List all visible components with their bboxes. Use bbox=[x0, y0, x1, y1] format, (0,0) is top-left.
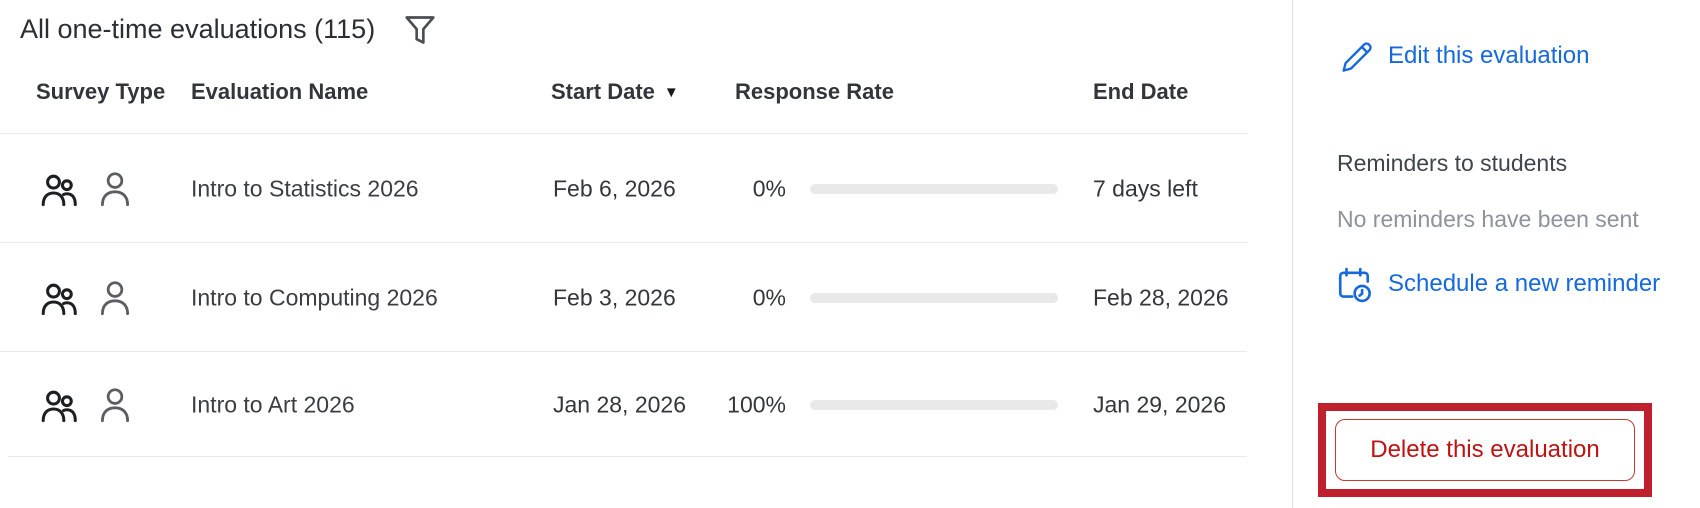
column-header-evaluation-name: Evaluation Name bbox=[191, 79, 369, 104]
column-header-response-rate: Response Rate bbox=[735, 79, 894, 104]
table-row[interactable]: Intro to Statistics 2026 Feb 6, 2026 0% … bbox=[0, 133, 1247, 243]
reminders-heading: Reminders to students bbox=[1337, 150, 1568, 176]
column-header-start-date[interactable]: Start Date ▼ bbox=[551, 79, 679, 104]
calendar-clock-icon bbox=[1334, 264, 1374, 304]
response-rate-label: 0% bbox=[752, 175, 786, 201]
panel-divider bbox=[1292, 0, 1293, 508]
delete-evaluation-button[interactable]: Delete this evaluation bbox=[1335, 419, 1635, 481]
person-icon bbox=[94, 168, 136, 210]
delete-annotation-highlight-box bbox=[1318, 403, 1652, 497]
schedule-reminder-link[interactable]: Schedule a new reminder bbox=[1334, 264, 1660, 304]
schedule-reminder-label: Schedule a new reminder bbox=[1388, 270, 1661, 297]
people-group-icon bbox=[36, 168, 84, 210]
start-date-cell: Feb 6, 2026 bbox=[553, 175, 676, 201]
people-group-icon bbox=[36, 384, 84, 426]
response-rate-progress-bar bbox=[810, 399, 1058, 410]
evaluation-name-cell: Intro to Computing 2026 bbox=[191, 284, 438, 310]
edit-evaluation-link[interactable]: Edit this evaluation bbox=[1338, 38, 1589, 74]
table-row[interactable]: Intro to Art 2026 Jan 28, 2026 100% Jan … bbox=[0, 351, 1247, 457]
start-date-cell: Jan 28, 2026 bbox=[553, 391, 687, 417]
end-date-cell: Feb 28, 2026 bbox=[1093, 284, 1229, 310]
pencil-icon bbox=[1338, 38, 1374, 74]
response-rate-label: 100% bbox=[727, 391, 786, 417]
evaluation-name-cell: Intro to Art 2026 bbox=[191, 391, 355, 417]
column-header-end-date: End Date bbox=[1093, 79, 1189, 104]
end-date-cell: 7 days left bbox=[1093, 175, 1198, 201]
survey-type-cell bbox=[36, 277, 136, 319]
end-date-cell: Jan 29, 2026 bbox=[1093, 391, 1227, 417]
response-rate-progress-bar bbox=[810, 183, 1058, 194]
people-group-icon bbox=[36, 277, 84, 319]
start-date-cell: Feb 3, 2026 bbox=[553, 284, 676, 310]
survey-type-cell bbox=[36, 168, 136, 210]
column-header-survey-type: Survey Type bbox=[36, 79, 166, 104]
table-title: All one-time evaluations (115) bbox=[20, 14, 376, 44]
reminders-status-text: No reminders have been sent bbox=[1337, 206, 1639, 232]
response-rate-label: 0% bbox=[752, 284, 786, 310]
survey-type-cell bbox=[36, 384, 136, 426]
response-rate-progress-bar bbox=[810, 292, 1058, 303]
sort-descending-icon: ▼ bbox=[663, 84, 679, 101]
person-icon bbox=[94, 384, 136, 426]
evaluation-name-cell: Intro to Statistics 2026 bbox=[191, 175, 419, 201]
table-bottom-divider bbox=[8, 456, 1247, 457]
filter-icon[interactable] bbox=[400, 10, 440, 50]
edit-evaluation-label: Edit this evaluation bbox=[1388, 42, 1590, 69]
person-icon bbox=[94, 277, 136, 319]
table-row[interactable]: Intro to Computing 2026 Feb 3, 2026 0% F… bbox=[0, 242, 1247, 352]
